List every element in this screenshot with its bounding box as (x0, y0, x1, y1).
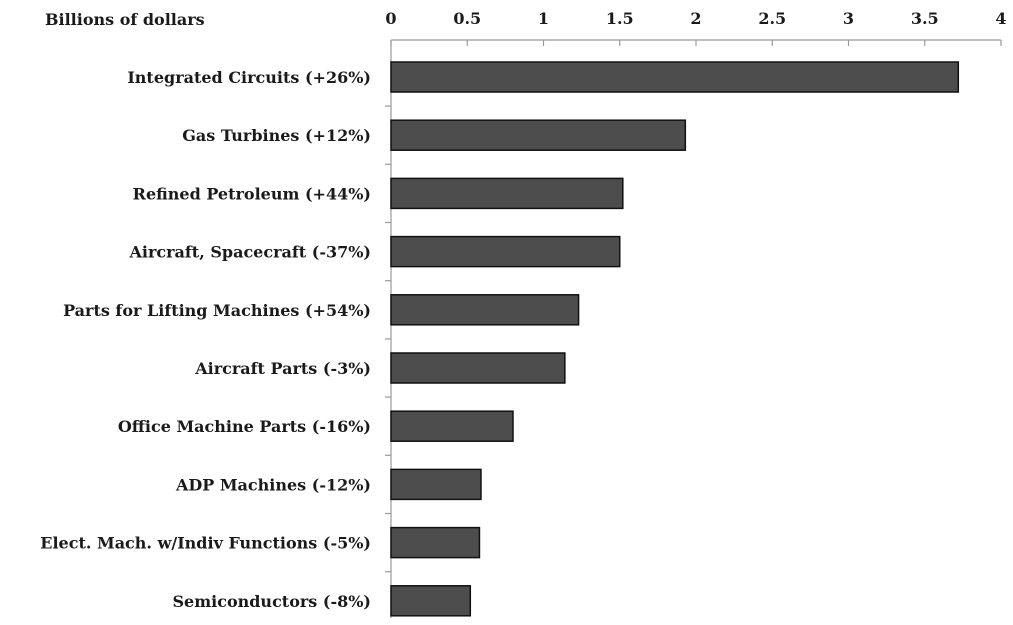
unit-label: Billions of dollars (45, 10, 205, 29)
bar (390, 294, 580, 326)
category-label: Gas Turbines (+12%) (182, 126, 371, 145)
category-label: Office Machine Parts (-16%) (118, 417, 371, 436)
category-label: Parts for Lifting Machines (+54%) (63, 301, 371, 320)
category-label: Refined Petroleum (+44%) (133, 184, 371, 203)
x-tick-label: 2.5 (758, 9, 786, 28)
x-tick-label: 0.5 (453, 9, 481, 28)
category-labels: Integrated Circuits (+26%) Gas Turbines (… (40, 68, 371, 611)
category-label: Elect. Mach. w/Indiv Functions (-5%) (40, 534, 371, 553)
category-label: Aircraft Parts (-3%) (194, 359, 371, 378)
bar (390, 410, 514, 442)
x-tick-label: 1.5 (606, 9, 634, 28)
bar (390, 352, 566, 384)
bar (390, 61, 960, 93)
x-tick-label: 4 (995, 9, 1006, 28)
bar (390, 468, 482, 501)
category-label: Aircraft, Spacecraft (-37%) (128, 243, 371, 262)
bar (390, 177, 624, 210)
x-tick-label: 3.5 (911, 9, 939, 28)
axis: 0 0.5 1 1.5 2 2.5 3 3.5 4 (385, 9, 1007, 618)
x-tick-label: 2 (690, 9, 701, 28)
bar (390, 119, 687, 151)
bar (390, 526, 481, 559)
bars (390, 61, 960, 617)
category-label: Semiconductors (-8%) (172, 592, 371, 611)
x-tick-label: 0 (385, 9, 396, 28)
x-tick-label: 1 (538, 9, 549, 28)
bar (390, 235, 621, 268)
bar (390, 585, 472, 617)
category-label: ADP Machines (-12%) (175, 475, 371, 494)
category-label: Integrated Circuits (+26%) (127, 68, 371, 87)
x-tick-label: 3 (843, 9, 854, 28)
